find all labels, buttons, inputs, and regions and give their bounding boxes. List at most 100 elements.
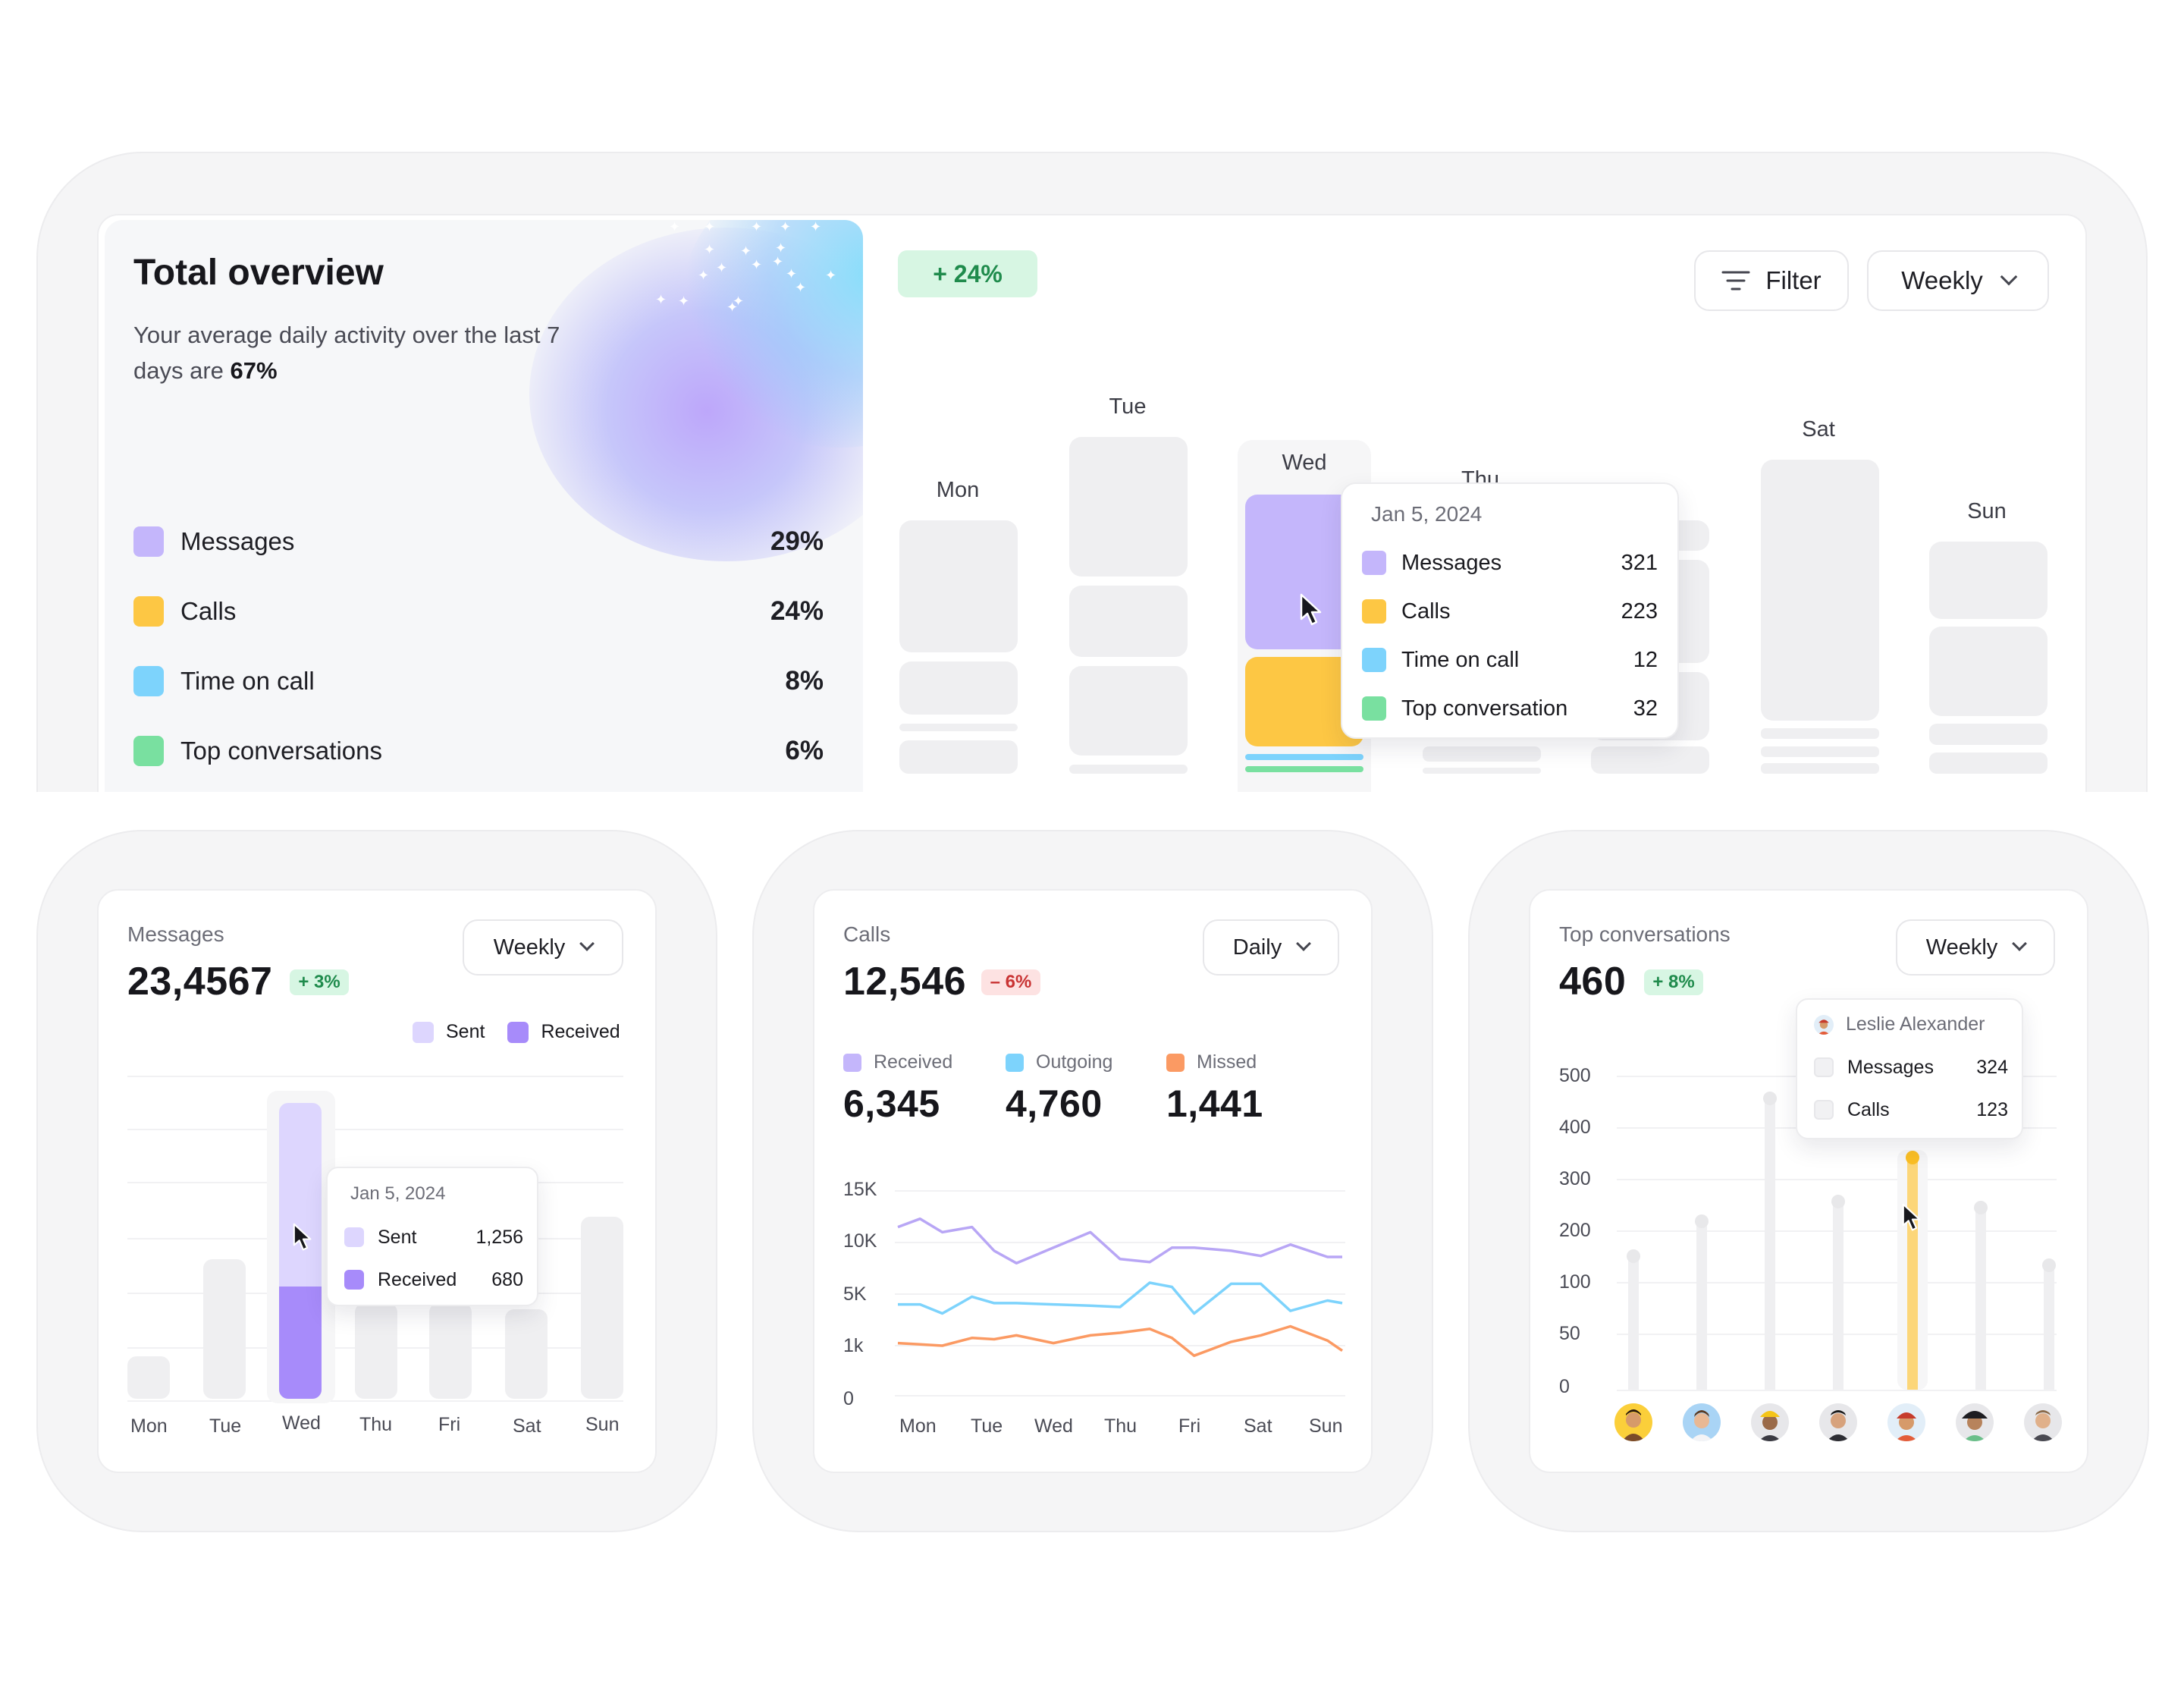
calls-total: 12,546 xyxy=(843,960,967,1004)
messages-period-select[interactable]: Weekly xyxy=(463,919,623,976)
avatar[interactable] xyxy=(1819,1403,1857,1441)
tue-conv-bar xyxy=(1069,765,1188,774)
calls-swatch xyxy=(133,596,164,627)
tooltip-label: Time on call xyxy=(1401,647,1520,672)
gridline xyxy=(1617,1390,2057,1391)
avatar[interactable] xyxy=(1956,1403,1994,1441)
avatar[interactable] xyxy=(1887,1403,1925,1441)
overview-subtitle-text: Your average daily activity over the las… xyxy=(133,322,560,384)
tooltip-label: Top conversation xyxy=(1401,696,1568,721)
lollipop-dot-active[interactable] xyxy=(1906,1151,1919,1164)
top-conversation-swatch xyxy=(1362,696,1386,721)
gridline xyxy=(127,1076,623,1077)
time-on-call-swatch xyxy=(133,666,164,696)
sun-messages-bar xyxy=(1929,542,2048,619)
calls-card xyxy=(813,889,1373,1473)
messages-total: 23,4567 xyxy=(127,960,273,1004)
tooltip-row-received: Received 680 xyxy=(344,1267,523,1293)
sparkle-icon: ✦ xyxy=(704,242,716,257)
thu-conv-top-bar xyxy=(1423,746,1541,762)
person-icon xyxy=(1690,1410,1713,1441)
overview-panel: ✦ ✦ ✦ ✦ ✦ ✦ ✦ ✦ ✦ ✦ ✦ ✦ ✦ ✦ ✦ ✦ ✦ ✦ ✦ To… xyxy=(105,220,863,792)
mon-calls-bar xyxy=(899,661,1018,715)
avatar[interactable] xyxy=(1683,1403,1721,1441)
wed-time-bar[interactable] xyxy=(1245,754,1363,760)
checkbox-icon xyxy=(1814,1057,1834,1077)
stat-received: Received xyxy=(843,1051,952,1073)
tooltip-row-sent: Sent 1,256 xyxy=(344,1224,523,1250)
overview-item-time-on-call: Time on call 8% xyxy=(133,664,824,698)
overview-item-value: 8% xyxy=(785,666,824,696)
tooltip-label: Calls xyxy=(1847,1098,1890,1120)
sparkle-icon: ✦ xyxy=(698,268,710,283)
lollipop-dot xyxy=(1627,1249,1640,1263)
top-conversations-period-select[interactable]: Weekly xyxy=(1896,919,2055,976)
overview-item-label: Messages xyxy=(180,527,295,555)
series-line-outgoing xyxy=(898,1281,1343,1315)
avatar[interactable] xyxy=(1614,1403,1652,1441)
x-tick: Tue xyxy=(209,1415,242,1437)
filter-label: Filter xyxy=(1765,266,1822,294)
x-tick: Sun xyxy=(1309,1415,1343,1437)
outgoing-swatch xyxy=(1006,1053,1024,1072)
chevron-down-icon xyxy=(2012,936,2028,951)
wed-received-bar[interactable] xyxy=(279,1287,322,1399)
lollipop-dot xyxy=(1695,1214,1709,1228)
sparkle-icon: ✦ xyxy=(786,266,798,281)
mon-conv-bar xyxy=(899,740,1018,774)
avatar xyxy=(1814,1014,1834,1035)
sparkle-icon: ✦ xyxy=(704,220,716,234)
tooltip-date: Jan 5, 2024 xyxy=(1371,502,1483,526)
sat-time-bar xyxy=(1761,746,1879,757)
x-tick: Mon xyxy=(130,1415,168,1437)
y-tick: 100 xyxy=(1559,1271,1591,1293)
x-tick: Fri xyxy=(438,1414,461,1435)
x-tick: Sat xyxy=(513,1415,541,1437)
sparkle-icon: ✦ xyxy=(678,294,690,309)
sparkle-icon: ✦ xyxy=(669,220,681,234)
sun-bar xyxy=(581,1217,623,1399)
overview-item-top-conversations: Top conversations 6% xyxy=(133,734,824,768)
filter-button[interactable]: Filter xyxy=(1694,250,1849,311)
day-label-wed: Wed xyxy=(1282,451,1327,475)
mouse-cursor-icon xyxy=(1902,1203,1921,1231)
y-tick: 0 xyxy=(1559,1376,1570,1397)
tooltip-value: 680 xyxy=(491,1268,523,1290)
x-tick: Mon xyxy=(899,1415,937,1437)
tooltip-row-top-conversation: Top conversation 32 xyxy=(1362,693,1658,724)
lollipop-dot xyxy=(1831,1195,1845,1208)
overview-subtitle-value: 67% xyxy=(230,357,278,384)
avatar[interactable] xyxy=(1751,1403,1789,1441)
x-tick: Sat xyxy=(1244,1415,1272,1437)
top-conversations-change-badge: + 8% xyxy=(1644,969,1703,995)
gridline xyxy=(1617,1179,2057,1180)
mon-messages-bar xyxy=(899,520,1018,652)
top-conversations-total: 460 xyxy=(1559,960,1627,1004)
period-label: Weekly xyxy=(493,935,566,960)
stat-value: 6,345 xyxy=(843,1082,940,1125)
sparkle-icon: ✦ xyxy=(825,268,837,283)
period-select[interactable]: Weekly xyxy=(1867,250,2049,311)
mouse-cursor-icon xyxy=(293,1223,312,1251)
tooltip-row-messages: Messages 324 xyxy=(1814,1054,2008,1080)
change-badge: + 24% xyxy=(898,250,1037,297)
tue-calls-bar xyxy=(1069,586,1188,657)
sparkle-icon: ✦ xyxy=(751,220,763,234)
wed-conv-bar[interactable] xyxy=(1245,766,1363,772)
sparkle-icon: ✦ xyxy=(716,260,728,275)
x-tick: Wed xyxy=(282,1412,321,1434)
y-tick: 300 xyxy=(1559,1168,1591,1189)
x-tick: Fri xyxy=(1178,1415,1201,1437)
chevron-down-icon xyxy=(579,936,595,951)
legend-label: Sent xyxy=(446,1021,485,1042)
overview-subtitle: Your average daily activity over the las… xyxy=(133,317,588,388)
person-icon xyxy=(1622,1409,1645,1441)
x-tick: Tue xyxy=(971,1415,1003,1437)
overview-item-label: Time on call xyxy=(180,667,315,695)
calls-period-select[interactable]: Daily xyxy=(1203,919,1339,976)
sat-calls-bar xyxy=(1761,728,1879,739)
checkbox-icon xyxy=(1814,1100,1834,1120)
avatar[interactable] xyxy=(2024,1403,2062,1441)
tooltip-row-calls: Calls 223 xyxy=(1362,596,1658,627)
overview-item-label: Top conversations xyxy=(180,737,382,765)
